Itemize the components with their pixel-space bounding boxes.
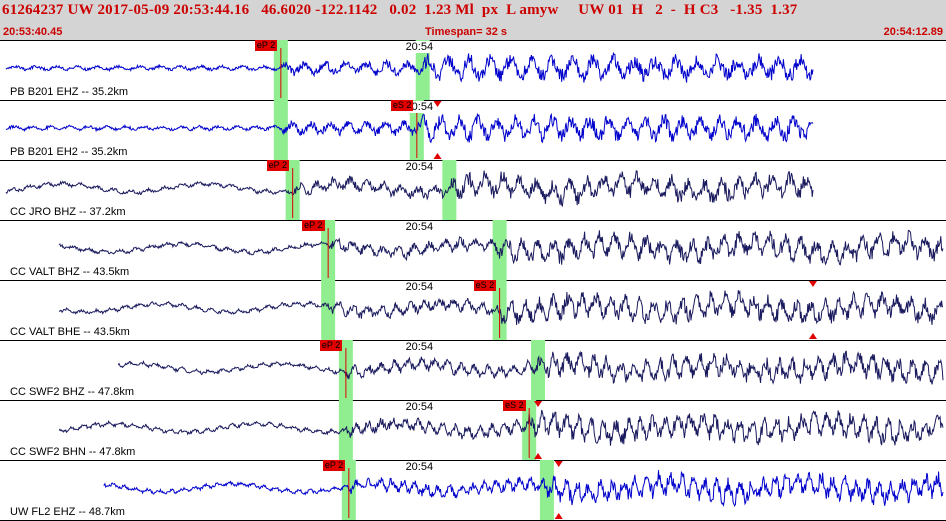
waveform-trace: [5, 169, 814, 208]
waveform-plot: [58, 400, 944, 460]
waveform-plot: [58, 220, 944, 280]
pick-label[interactable]: eS 2: [473, 280, 497, 291]
seismogram-panel[interactable]: 20:54 eS 2 CC VALT BHE -- 43.5km: [0, 280, 946, 341]
pick-triangle-top: [534, 401, 543, 407]
pick-window: [273, 100, 288, 160]
waveform-plot: [117, 340, 944, 400]
pick-triangle-top: [433, 101, 442, 107]
pick-label[interactable]: eP 2: [254, 40, 278, 51]
channel-label: CC VALT BHZ -- 43.5km: [10, 266, 130, 278]
waveform-plot: [5, 160, 814, 220]
time-tick-label: 20:54: [404, 341, 435, 353]
time-tick-label: 20:54: [404, 461, 435, 473]
seismogram-panel[interactable]: 20:54 eP 2 CC SWF2 BHZ -- 47.8km: [0, 340, 946, 401]
channel-label: CC SWF2 BHN -- 47.8km: [10, 446, 136, 458]
time-tick-label: 20:54: [404, 41, 435, 53]
seismogram-panel[interactable]: 20:54 eP 2 CC JRO BHZ -- 37.2km: [0, 160, 946, 221]
pick-triangle-bottom: [433, 153, 442, 159]
window-end-time: 20:54:12.89: [883, 26, 943, 38]
waveform-trace: [58, 289, 943, 326]
time-tick-label: 20:54: [404, 401, 435, 413]
waveform-trace: [5, 51, 814, 83]
seismogram-panel[interactable]: 20:54 eS 2 PB B201 EH2 -- 35.2km: [0, 100, 946, 161]
pick-window: [492, 220, 507, 280]
timespan-readout: Timespan= 32 s: [425, 26, 508, 38]
channel-label: CC JRO BHZ -- 37.2km: [10, 206, 126, 218]
channel-label: CC VALT BHE -- 43.5km: [10, 326, 130, 338]
seismogram-panel[interactable]: 20:54 eP 2 UW FL2 EHZ -- 48.7km: [0, 460, 946, 521]
pick-label[interactable]: eP 2: [322, 460, 346, 471]
time-tick-label: 20:54: [404, 161, 435, 173]
pick-label[interactable]: eS 2: [390, 100, 414, 111]
waveform-trace: [103, 470, 944, 508]
seismogram-panel[interactable]: 20:54 eS 2 CC SWF2 BHN -- 47.8km: [0, 400, 946, 461]
pick-window: [442, 160, 457, 220]
pick-triangle-top: [554, 461, 563, 467]
pick-label[interactable]: eS 2: [503, 400, 526, 411]
pick-window: [338, 400, 353, 460]
window-start-time: 20:53:40.45: [3, 26, 63, 38]
channel-label: UW FL2 EHZ -- 48.7km: [10, 506, 125, 518]
waveform-plot: [5, 40, 814, 100]
pick-label[interactable]: eP 2: [302, 220, 325, 231]
waveform-trace: [5, 112, 814, 144]
event-header: 61264237 UW 2017-05-09 20:53:44.16 46.60…: [0, 0, 946, 41]
waveform-plot: [58, 280, 943, 340]
pick-window: [321, 280, 336, 340]
pick-label[interactable]: eP 2: [266, 160, 290, 171]
pick-window: [531, 340, 546, 400]
channel-label: PB B201 EH2 -- 35.2km: [10, 146, 128, 158]
time-tick-label: 20:54: [404, 221, 435, 233]
pick-triangle-bottom: [534, 453, 543, 459]
waveform-trace: [58, 409, 944, 446]
pick-label[interactable]: eP 2: [319, 340, 343, 351]
event-summary-line: 61264237 UW 2017-05-09 20:53:44.16 46.60…: [2, 2, 798, 18]
pick-triangle-top: [808, 281, 817, 287]
channel-label: CC SWF2 BHZ -- 47.8km: [10, 386, 135, 398]
waveform-plot: [5, 100, 814, 160]
waveform-trace: [117, 350, 944, 385]
time-tick-label: 20:54: [404, 281, 435, 293]
pick-triangle-bottom: [554, 513, 563, 519]
waveform-trace: [58, 229, 944, 266]
channel-label: PB B201 EHZ -- 35.2km: [10, 86, 128, 98]
seismogram-panel[interactable]: 20:54 eP 2 PB B201 EHZ -- 35.2km: [0, 40, 946, 101]
waveform-plot: [103, 460, 944, 520]
pick-triangle-bottom: [808, 333, 817, 339]
seismogram-panel[interactable]: 20:54 eP 2 CC VALT BHZ -- 43.5km: [0, 220, 946, 281]
